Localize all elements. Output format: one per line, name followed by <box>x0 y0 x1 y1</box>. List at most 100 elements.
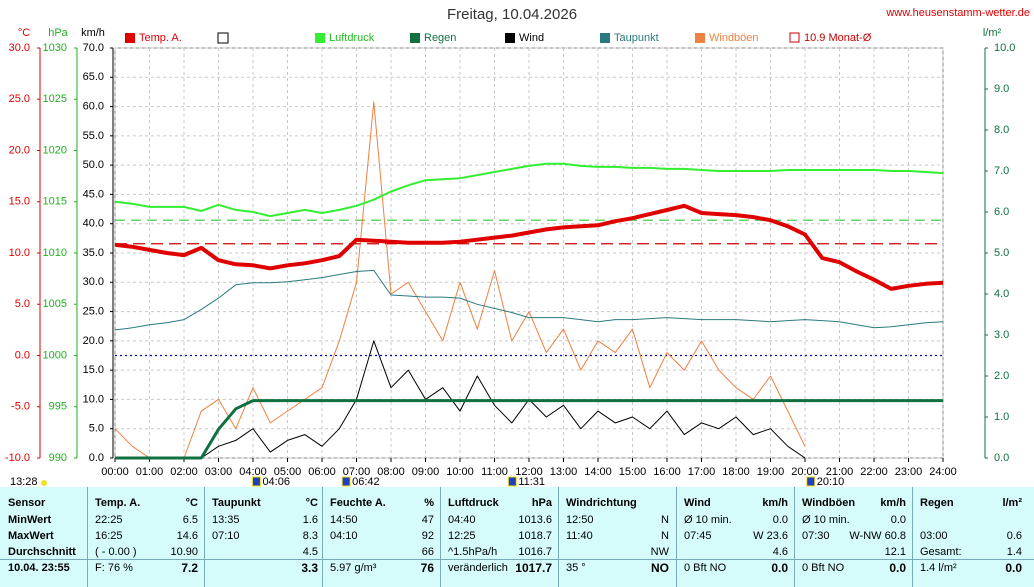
series-line <box>115 399 943 460</box>
y-tick-label: 65.0 <box>83 71 104 83</box>
y-tick-label: 1030 <box>43 42 67 54</box>
legend-swatch <box>600 33 610 43</box>
y-tick-label: 30.0 <box>9 42 30 54</box>
cell-label: 1.4 l/m² <box>920 562 957 574</box>
group-title: Luftdruck <box>448 497 499 509</box>
y-tick-label: 990 <box>49 452 67 464</box>
cell-value: 0.0 <box>889 561 906 575</box>
column-separator <box>87 487 88 587</box>
y-tick-label: 5.0 <box>994 247 1009 259</box>
cell-value: 1013.6 <box>518 514 552 526</box>
x-tick-label: 21:00 <box>826 466 854 478</box>
y-tick-label: 30.0 <box>83 276 104 288</box>
x-tick-label: 04:00 <box>239 466 267 478</box>
y-tick-label: 70.0 <box>83 42 104 54</box>
legend-label: Taupunkt <box>614 32 659 44</box>
group-unit: °C <box>185 497 198 509</box>
cell-label: 07:30 <box>802 530 830 542</box>
group-title: Wind <box>684 497 711 509</box>
group-unit: °C <box>305 497 318 509</box>
x-tick-label: 15:00 <box>619 466 647 478</box>
cell-label: Ø 10 min. <box>684 514 732 526</box>
column-separator <box>322 487 323 587</box>
x-tick-label: 10:00 <box>446 466 474 478</box>
series-line <box>114 269 944 331</box>
x-tick-label: 09:00 <box>412 466 440 478</box>
x-tick-label: 07:00 <box>343 466 371 478</box>
series-line <box>115 340 806 459</box>
group-title: Windböen <box>802 497 856 509</box>
y-tick-label: 1000 <box>43 349 67 361</box>
y-tick-label: 60.0 <box>83 100 104 112</box>
cell-label: 04:40 <box>448 514 476 526</box>
y-tick-label: 45.0 <box>83 188 104 200</box>
cell-label: veränderlich <box>448 562 508 574</box>
cell-value: 0.6 <box>1006 530 1022 542</box>
event-label: 06:42 <box>352 476 380 487</box>
legend-swatch <box>695 33 705 43</box>
source-link: www.heusenstamm-wetter.de <box>885 7 1030 19</box>
y-tick-label: 5.0 <box>15 298 30 310</box>
y-tick-label: 5.0 <box>89 423 104 435</box>
axis-title: °C <box>18 27 30 39</box>
cell-label: 14:50 <box>330 514 358 526</box>
series-line <box>114 203 944 291</box>
legend-label: Temp. A. <box>139 32 182 44</box>
y-tick-label: 3.0 <box>994 329 1009 341</box>
y-tick-label: 15.0 <box>83 364 104 376</box>
group-unit: l/m² <box>1002 497 1022 509</box>
cell-label: Gesamt: <box>920 546 962 558</box>
cell-label: 5.97 g/m³ <box>330 562 377 574</box>
x-tick-label: 20:00 <box>791 466 819 478</box>
x-tick-label: 17:00 <box>688 466 716 478</box>
series-line <box>114 101 806 459</box>
axis-title: km/h <box>81 27 105 39</box>
y-tick-label: 20.0 <box>83 335 104 347</box>
cell-value: W 23.6 <box>753 530 788 542</box>
column-separator <box>558 487 559 587</box>
group-unit: km/h <box>762 497 788 509</box>
y-tick-label: -5.0 <box>11 401 30 413</box>
cell-value: 7.2 <box>181 561 198 575</box>
y-tick-label: 15.0 <box>9 196 30 208</box>
row-separator <box>0 559 1034 560</box>
x-tick-label: 01:00 <box>136 466 164 478</box>
group-title: Temp. A. <box>95 497 141 509</box>
cell-value: 0.0 <box>890 514 906 526</box>
series-line <box>114 162 944 218</box>
x-tick-label: 18:00 <box>722 466 750 478</box>
event-label: 20:10 <box>817 476 845 487</box>
x-tick-label: 24:00 <box>929 466 957 478</box>
event-marker <box>806 476 816 487</box>
cell-value: 47 <box>421 514 434 526</box>
y-tick-label: 995 <box>49 401 67 413</box>
x-tick-label: 06:00 <box>308 466 336 478</box>
row-label: Durchschnitt <box>8 546 76 558</box>
x-tick-label: 22:00 <box>860 466 888 478</box>
cell-value: 1.4 <box>1006 546 1022 558</box>
cell-label: 0 Bft NO <box>684 562 727 574</box>
cell-value: 0.0 <box>772 514 788 526</box>
y-tick-label: 1015 <box>43 196 67 208</box>
cell-label: F: 76 % <box>95 562 133 574</box>
x-tick-label: 03:00 <box>205 466 233 478</box>
x-tick-label: 19:00 <box>757 466 785 478</box>
column-separator <box>440 487 441 587</box>
y-tick-label: 10.0 <box>9 247 30 259</box>
y-tick-label: 4.0 <box>994 288 1009 300</box>
y-tick-label: 20.0 <box>9 144 30 156</box>
column-separator <box>204 487 205 587</box>
x-tick-label: 14:00 <box>584 466 612 478</box>
y-tick-label: 40.0 <box>83 218 104 230</box>
x-tick-label: 02:00 <box>170 466 198 478</box>
legend-label: Regen <box>424 32 456 44</box>
cell-value: 1.6 <box>302 514 318 526</box>
event-label: 04:06 <box>262 476 290 487</box>
data-table: Sensor MinWert MaxWert Durchschnitt 10.04. 2… <box>0 487 1034 587</box>
cell-value: 1016.7 <box>518 546 552 558</box>
group-unit: % <box>424 497 434 509</box>
cell-label: 35 ° <box>566 562 586 574</box>
cell-value: NW <box>650 546 669 558</box>
cell-value: N <box>661 514 669 526</box>
